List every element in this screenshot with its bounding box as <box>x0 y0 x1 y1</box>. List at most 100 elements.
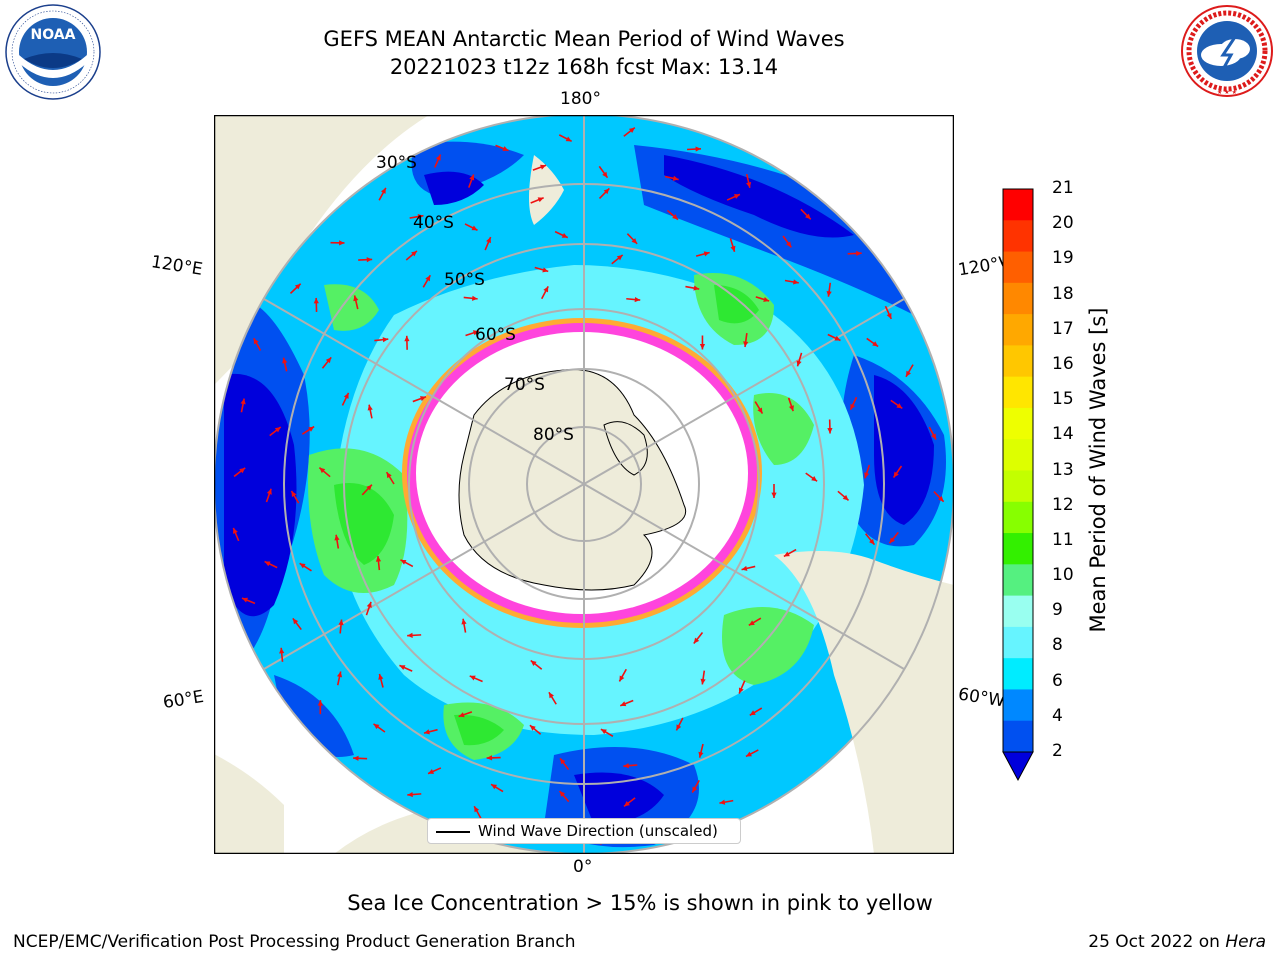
lat-label-40s: 40°S <box>413 213 454 233</box>
wave-direction-arrowhead <box>676 724 682 731</box>
wave-direction-arrowhead <box>420 396 426 402</box>
credit-right: 25 Oct 2022 on Hera <box>1088 932 1266 952</box>
colorbar-tick-label: 12 <box>1052 494 1074 515</box>
wave-direction-arrowhead <box>672 214 678 220</box>
wave-direction-arrowhead <box>353 755 359 761</box>
wave-direction-arrowhead <box>872 341 879 347</box>
wave-direction-arrowhead <box>805 213 811 220</box>
colorbar-cell <box>1003 439 1033 471</box>
colorbar-tick-label: 19 <box>1052 248 1074 269</box>
wave-direction-arrowhead <box>404 335 410 342</box>
wind-wave-arrows <box>232 127 945 845</box>
lat-label-60s: 60°S <box>475 325 516 345</box>
colorbar-cell <box>1003 376 1033 409</box>
wave-direction-arrowhead <box>786 241 792 248</box>
wave-direction-arrowhead <box>748 620 755 626</box>
colorbar-tick-label: 21 <box>1052 178 1074 198</box>
colorbar-tick-label: 20 <box>1052 213 1074 234</box>
noaa-logo: NOAA <box>5 4 101 100</box>
wave-direction-arrowhead <box>435 154 441 161</box>
nws-logo: ★ ★ ★ <box>1181 5 1273 97</box>
wave-direction-arrowhead <box>906 370 911 377</box>
chart-subtitle: 20221023 t12z 168h fcst Max: 13.14 <box>389 55 779 79</box>
colorbar-cell <box>1003 564 1033 597</box>
wave-direction-arrowhead <box>424 729 430 735</box>
wave-direction-arrowhead <box>771 492 777 498</box>
wave-direction-arrowhead <box>400 559 407 565</box>
wave-direction-arrowhead <box>279 647 285 654</box>
wave-direction-arrowhead <box>486 237 491 244</box>
wave-direction-arrowhead <box>834 335 841 341</box>
wave-direction-arrowhead <box>619 675 625 682</box>
colorbar-tick-label: 18 <box>1052 283 1074 304</box>
colorbar-cell <box>1003 314 1033 346</box>
wave-direction-arrowhead <box>559 791 566 797</box>
colorbar-cell <box>1003 470 1033 503</box>
wave-direction-arrowhead <box>792 279 799 285</box>
wave-direction-arrowhead <box>399 665 406 670</box>
colorbar-tick-label: 16 <box>1052 353 1074 374</box>
wave-direction-arrowhead <box>893 471 899 478</box>
wave-direction-arrowhead <box>620 701 627 707</box>
colorbar-cell <box>1003 282 1033 315</box>
wave-direction-arrowhead <box>600 729 607 735</box>
colorbar-cell <box>1003 533 1033 565</box>
wave-direction-arrowhead <box>472 330 479 336</box>
wave-direction-arrowhead <box>695 146 702 152</box>
colorbar-tick-label: 15 <box>1052 389 1074 410</box>
wave-direction-arrowhead <box>745 751 752 757</box>
wave-direction-arrowhead <box>282 357 288 364</box>
wave-direction-arrowhead <box>542 267 549 273</box>
wave-direction-arrowhead <box>856 250 862 257</box>
wave-direction-arrowhead <box>386 472 392 479</box>
wave-direction-arrowhead <box>693 285 700 291</box>
legend-line-sample <box>436 831 470 833</box>
lon-label-120e: 120°E <box>149 252 204 280</box>
wave-direction-arrowhead <box>317 700 323 706</box>
colorbar-tick-label: 2 <box>1052 741 1063 761</box>
wave-direction-arrowhead <box>692 786 698 793</box>
colorbar-cell <box>1003 251 1033 284</box>
colorbar-cell <box>1003 189 1033 221</box>
colorbar-cell <box>1003 345 1033 378</box>
wave-direction-arrowhead <box>380 187 386 194</box>
wave-direction-arrowhead <box>796 360 802 367</box>
wave-direction-arrowhead <box>530 660 537 666</box>
wave-direction-arrowhead <box>378 673 384 680</box>
lat-label-50s: 50°S <box>444 270 485 290</box>
wave-direction-arrowhead <box>382 337 389 343</box>
svg-text:★ ★ ★: ★ ★ ★ <box>1217 89 1237 96</box>
lon-label-0: 0° <box>573 857 593 877</box>
wave-direction-arrowhead <box>603 188 610 195</box>
wave-direction-arrowhead <box>602 171 608 178</box>
colorbar-tick-label: 8 <box>1052 635 1063 656</box>
wave-direction-arrowhead <box>672 175 679 181</box>
wave-direction-arrowhead <box>634 296 641 303</box>
lon-label-180: 180° <box>560 89 601 109</box>
wave-direction-arrowhead <box>469 675 476 681</box>
colorbar <box>1002 188 1034 782</box>
wave-direction-arrowhead <box>628 127 635 134</box>
wave-direction-arrowhead <box>428 769 435 774</box>
wave-direction-arrowhead <box>242 597 249 603</box>
wave-direction-arrowhead <box>240 398 246 405</box>
wave-direction-arrowhead <box>264 561 271 567</box>
lon-label-60w: 60°W <box>956 684 1007 712</box>
colorbar-cell <box>1003 220 1033 253</box>
wave-direction-arrowhead <box>886 312 892 319</box>
wave-direction-arrowhead <box>565 136 572 142</box>
wave-direction-arrowhead <box>826 290 832 297</box>
wave-direction-arrowhead <box>698 751 704 758</box>
wave-direction-arrowhead <box>693 637 700 644</box>
colorbar-extend-arrow <box>1002 751 1034 782</box>
wave-direction-arrowhead <box>325 357 332 364</box>
wave-direction-arrowhead <box>937 495 944 502</box>
lat-label-30s: 30°S <box>376 153 417 173</box>
wave-direction-arrowhead <box>291 491 297 497</box>
wave-direction-arrowhead <box>543 286 549 293</box>
colorbar-cell <box>1003 501 1033 534</box>
wave-direction-arrowhead <box>411 250 417 257</box>
wave-direction-arrowhead <box>299 563 306 569</box>
wave-direction-arrowhead <box>308 426 315 432</box>
wave-direction-arrowhead <box>338 619 344 626</box>
